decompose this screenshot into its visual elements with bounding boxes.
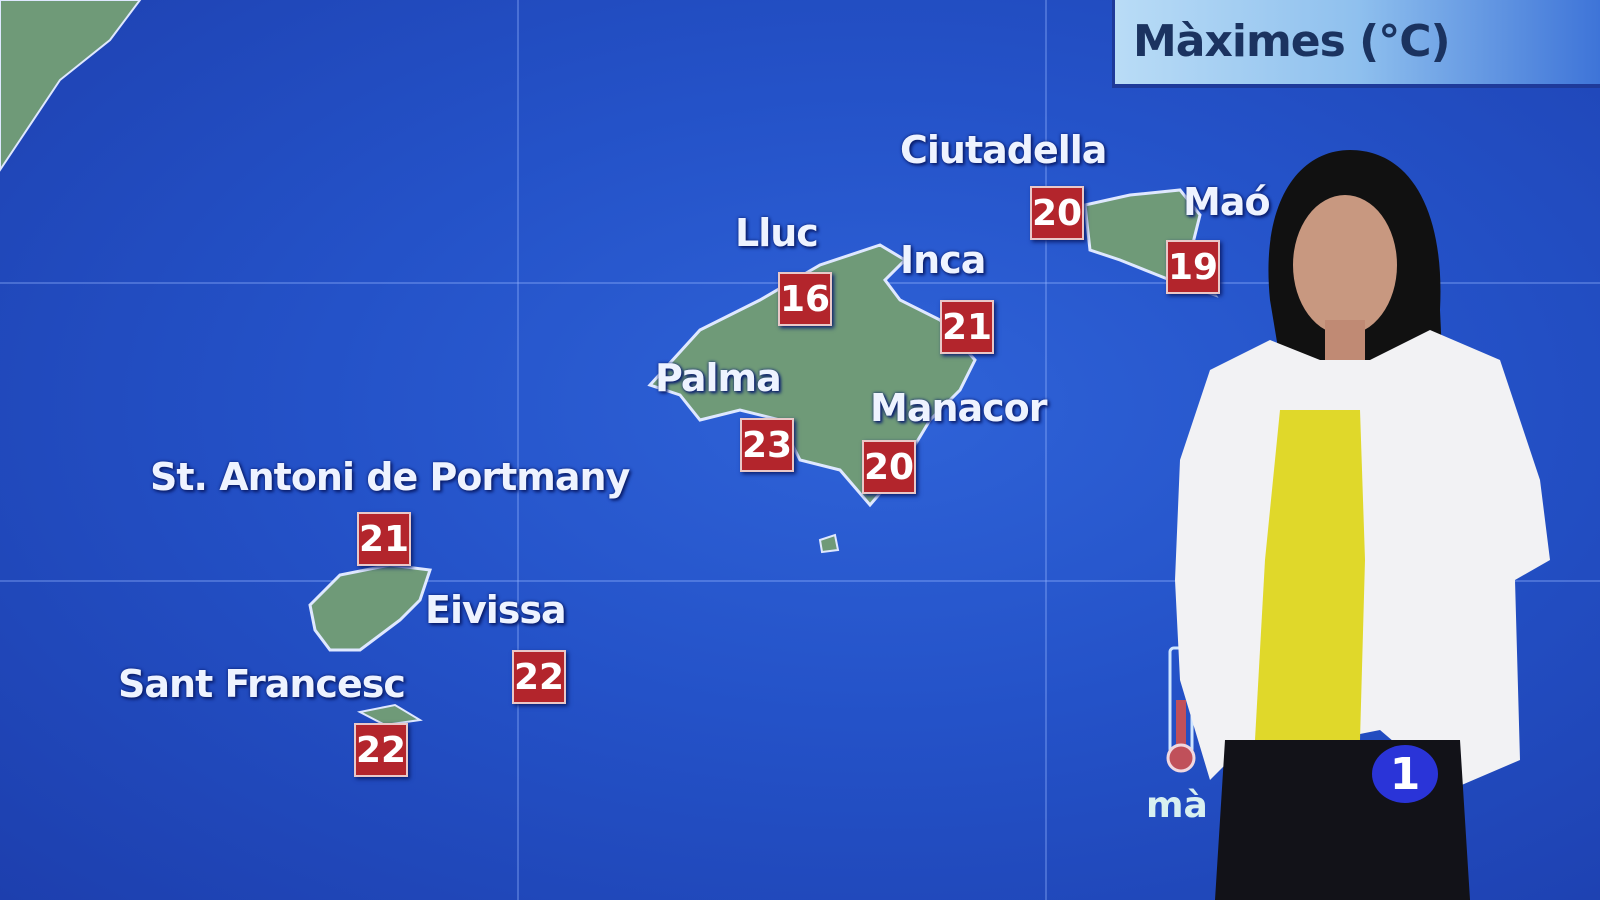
city-label-inca: Inca (900, 238, 986, 282)
city-label-palma: Palma (655, 356, 782, 400)
cabrera-island (818, 533, 840, 554)
temp-box-ciutadella: 20 (1030, 186, 1084, 240)
grid-line (0, 580, 1600, 582)
map-title: Màximes (°C) (1133, 16, 1451, 67)
eivissa-island (308, 563, 433, 652)
temp-box-st-antoni: 21 (357, 512, 411, 566)
legend-label: mà (1146, 785, 1208, 826)
city-label-lluc: Lluc (735, 211, 819, 255)
formentera-island (357, 703, 423, 727)
channel-logo: 1 (1372, 745, 1438, 803)
temp-box-manacor: 20 (862, 440, 916, 494)
grid-line (1045, 0, 1047, 900)
temp-box-inca: 21 (940, 300, 994, 354)
title-box: Màximes (°C) (1112, 0, 1600, 88)
presenter (1175, 150, 1550, 900)
temp-box-eivissa: 22 (512, 650, 566, 704)
grid-line (517, 0, 519, 900)
city-label-ciutadella: Ciutadella (900, 128, 1107, 172)
city-label-sant-francesc: Sant Francesc (118, 662, 406, 706)
temp-box-mao: 19 (1166, 240, 1220, 294)
temp-box-sant-francesc: 22 (354, 723, 408, 777)
city-label-manacor: Manacor (870, 386, 1048, 430)
mainland-coast (0, 0, 142, 172)
temp-box-lluc: 16 (778, 272, 832, 326)
city-label-mao: Maó (1183, 180, 1271, 224)
temp-box-palma: 23 (740, 418, 794, 472)
city-label-eivissa: Eivissa (425, 588, 567, 632)
city-label-st-antoni: St. Antoni de Portmany (150, 455, 630, 499)
